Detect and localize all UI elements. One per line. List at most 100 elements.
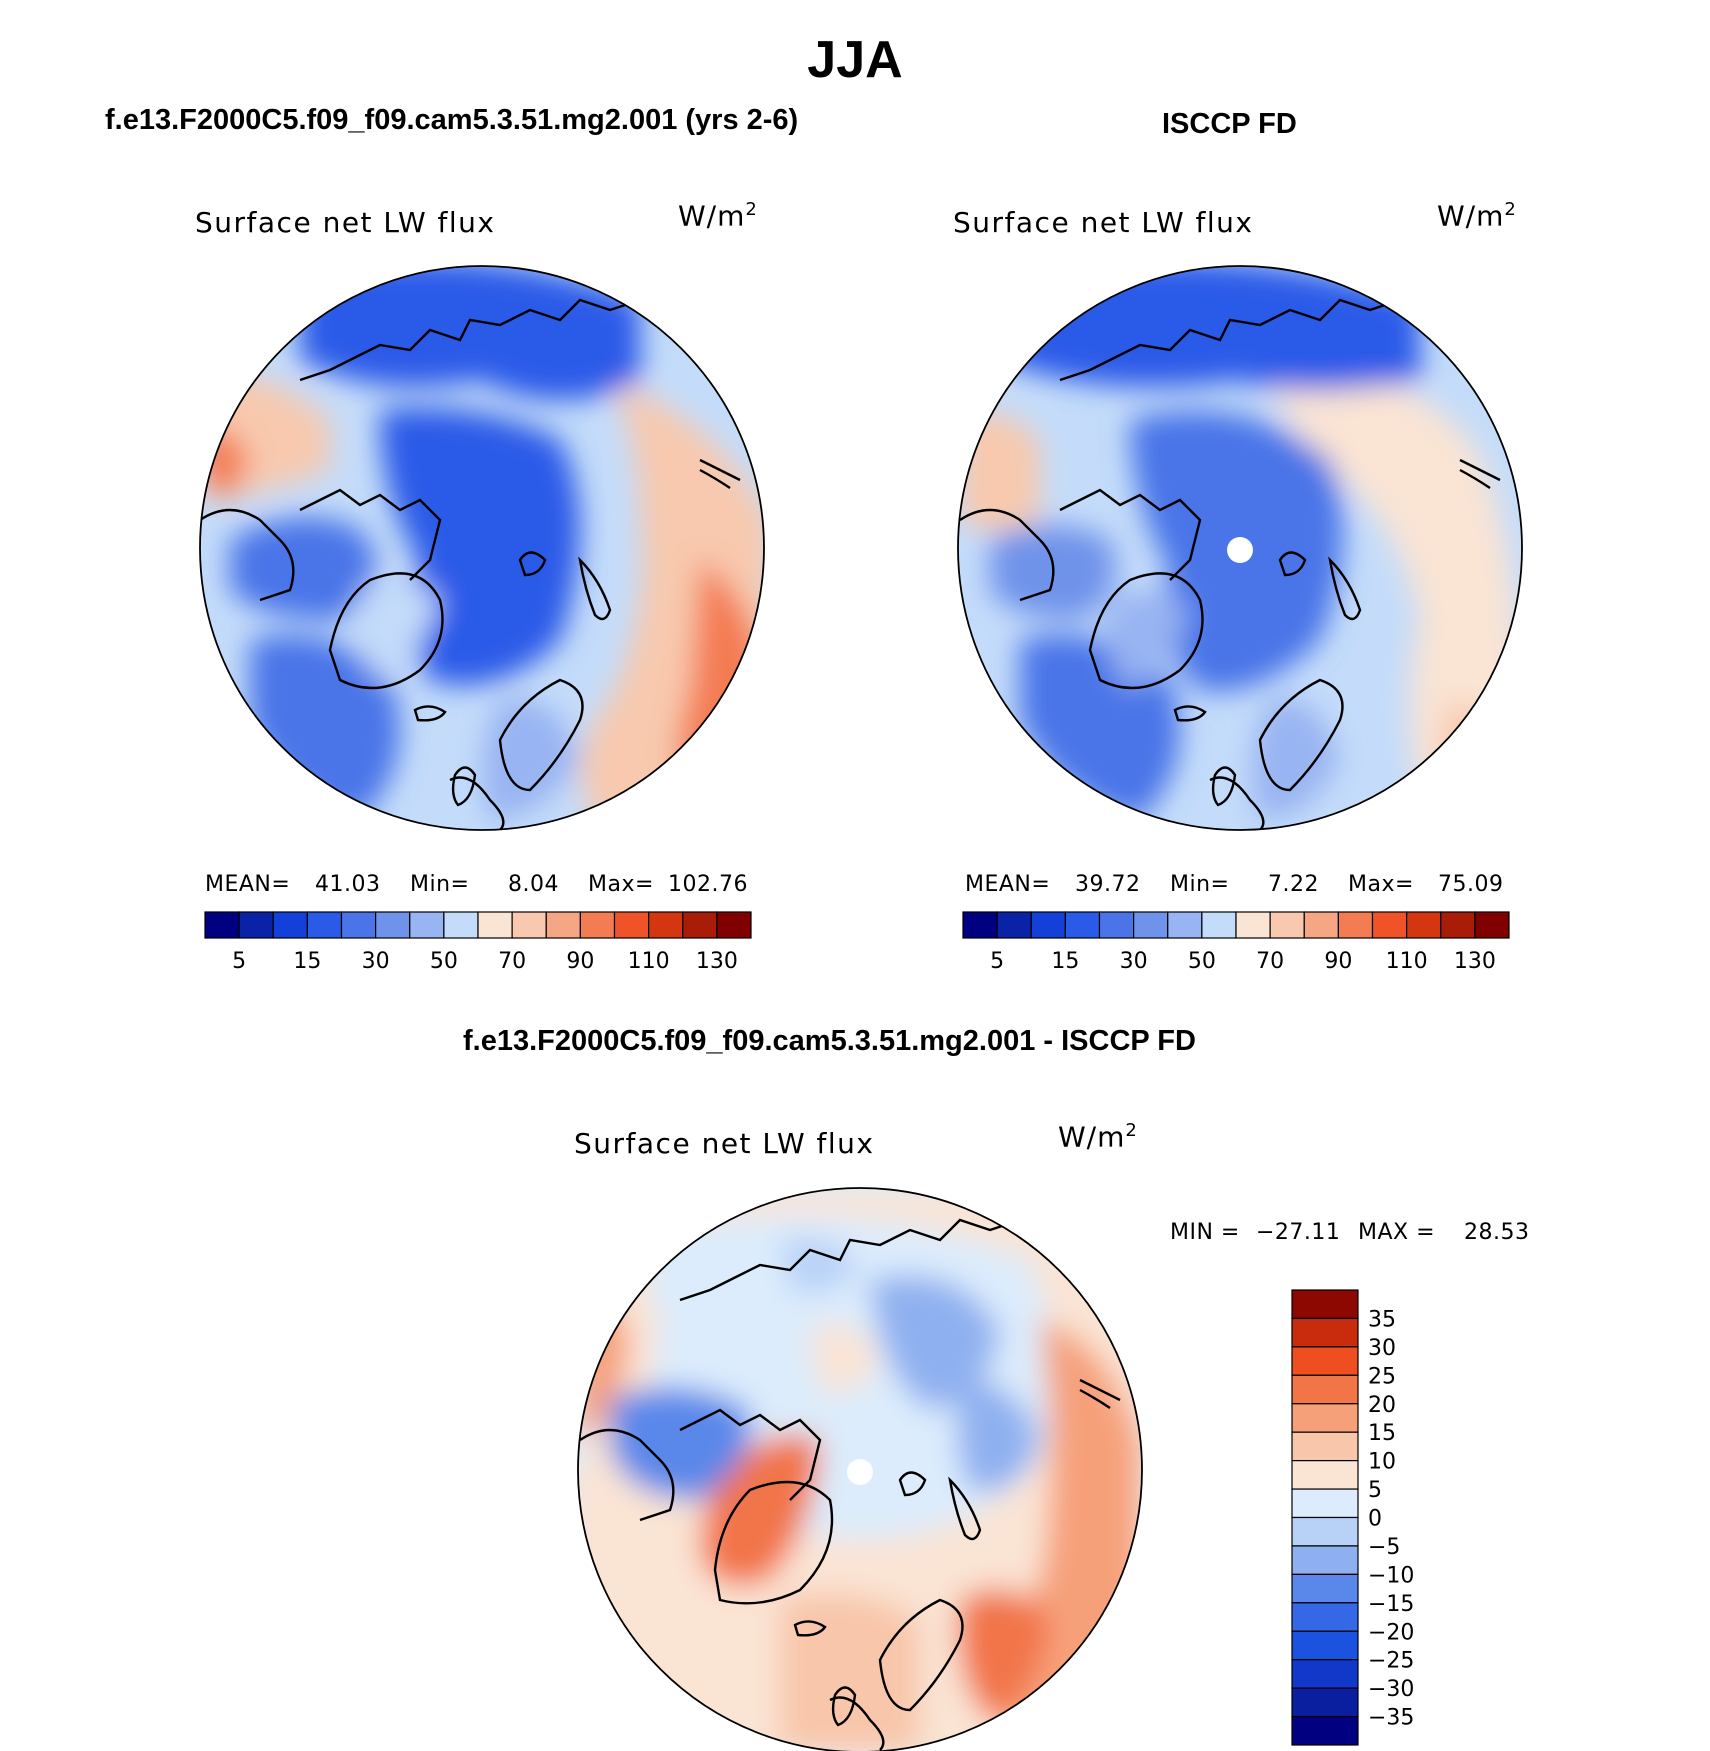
panel2-colorbar: 5 15 30 50 70 90 110 130 [962,911,1510,974]
cb3-swatch [1291,1602,1359,1632]
cb2-swatch [1474,911,1510,939]
panel1-colorbar: 5 15 30 50 70 90 110 130 [204,911,752,974]
cb3-swatch [1291,1289,1359,1320]
panel3-colorbar: 35 30 25 20 15 10 5 0 −5 −10 −15 −20 −25 −30 −35 [1291,1289,1414,1746]
cb1-tick-label: 130 [696,949,738,974]
panel2-min-label: Min= [1170,872,1230,897]
cb3-swatch [1291,1346,1359,1376]
panel3-variable-label: Surface net LW flux [574,1127,875,1160]
p1-coast-kamchatka [699,458,741,489]
cb3-tick-label: −20 [1368,1620,1414,1645]
cb3-tick-label: −30 [1368,1677,1414,1702]
p2-coast-kamchatka [1459,458,1501,489]
p3-pole-missing [847,1459,873,1485]
panel1-map [200,266,764,830]
cb3-tick-label: −10 [1368,1563,1414,1588]
cb3-tick-label: 25 [1368,1364,1396,1389]
p1-coast-alaska [200,508,295,602]
p1-coast-europe [449,776,505,830]
cb3-tick-label: 35 [1368,1307,1396,1332]
p1-coast-uk [451,766,477,807]
cb2-swatch [1371,911,1408,939]
cb1-swatch [375,911,411,939]
p2-coast-greenland [1088,572,1204,690]
panel2-title: ISCCP FD [1162,108,1297,140]
p3-region-east-cool [956,1380,1040,1492]
cb1-swatch [511,911,547,939]
p1-region-canada [230,517,376,620]
p2-coast-canada-arch [1059,488,1202,581]
p3-region-siberia-cool [870,1275,1000,1410]
cb1-tick-label: 50 [430,949,458,974]
cb3-tick-label: 20 [1368,1393,1396,1418]
panel2-min-value: 7.22 [1268,872,1319,897]
p2-region-east-hot [1440,700,1520,820]
p1-coast-canada-arch [299,488,442,581]
cb1-swatch [648,911,684,939]
cb1-tick-label: 30 [362,949,390,974]
p3-coast-europe [829,1696,885,1751]
p2-coast-europe [1209,776,1265,830]
p3-region-canada-cool [610,1387,752,1500]
cb3-swatch [1291,1715,1359,1746]
cb1-swatch [613,911,650,939]
cb3-swatch [1291,1488,1359,1519]
p2-coast-svalbard [1278,551,1307,577]
p1-map-border [199,265,765,831]
p3-region-north-cool [780,1238,860,1293]
cb3-swatch [1291,1630,1359,1661]
p2-pole-missing [1227,537,1253,563]
cb2-tick-label: 50 [1188,949,1216,974]
p2-coast-uk [1211,766,1237,807]
cb3-tick-label: 15 [1368,1421,1396,1446]
cb3-tick-label: 5 [1368,1478,1382,1503]
cb2-swatch [1235,911,1271,939]
p2-coast-alaska [959,508,1055,602]
p2-coast-siberia [1059,298,1401,382]
cb1-swatch [682,911,718,939]
panel3-min-label: MIN = [1170,1220,1240,1245]
cb2-swatch [1269,911,1305,939]
panel1-min-value: 8.04 [508,872,559,897]
cb1-swatch [272,911,308,939]
cb2-swatch [1201,911,1237,939]
p3-coast-iceland [793,1620,827,1637]
p3-coast-norway [878,1598,964,1712]
cb3-swatch [1291,1431,1359,1462]
cb2-tick-label: 70 [1256,949,1284,974]
panel3-min-value: −27.11 [1256,1220,1341,1245]
panel3-max-label: MAX = [1358,1220,1436,1245]
p3-coast-siberia [679,1218,1021,1302]
cb3-swatch [1291,1317,1359,1348]
panel1-title: f.e13.F2000C5.f09_f09.cam5.3.51.mg2.001 … [105,104,799,136]
panel2-max-label: Max= [1348,872,1414,897]
p3-region-europe-hot [958,1588,1050,1720]
cb3-swatch [1291,1687,1359,1718]
cb1-swatch [477,911,513,939]
cb3-tick-label: −35 [1368,1706,1414,1731]
p1-coast-iceland [413,705,447,722]
p3-coast-canada-arch [679,1408,822,1501]
cb3-tick-label: 10 [1368,1450,1396,1475]
cb2-swatch [1337,911,1374,939]
cb3-swatch [1291,1659,1359,1689]
p1-region-greenland [357,582,440,680]
cb2-swatch [1133,911,1169,939]
panel1-mean-label: MEAN= [205,872,291,897]
p1-coast-norway [498,678,584,792]
cb1-swatch [238,911,274,939]
main-title: JJA [807,31,903,89]
panel3-max-value: 28.53 [1464,1220,1530,1245]
cb1-swatch [579,911,616,939]
p3-coast-uk [831,1686,857,1727]
cb2-swatch [1303,911,1339,939]
p1-coast-novaya [578,556,612,621]
cb1-swatch [716,911,752,939]
panel3-title: f.e13.F2000C5.f09_f09.cam5.3.51.mg2.001 … [463,1025,1196,1057]
cb3-swatch [1291,1374,1359,1405]
cb2-swatch [1098,911,1135,939]
cb1-tick-label: 110 [628,949,670,974]
p3-coast-novaya [948,1476,982,1541]
p2-map-border [957,265,1523,831]
cb1-swatch [443,911,479,939]
